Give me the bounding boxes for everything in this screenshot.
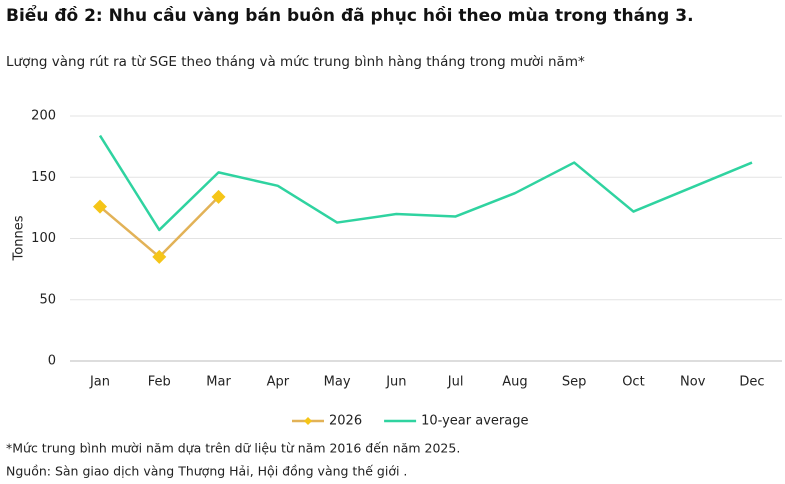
series-line — [98, 134, 753, 232]
legend-marker — [304, 417, 312, 425]
y-tick-label: 100 — [31, 231, 56, 246]
point-marker — [152, 249, 167, 264]
x-tick-label: Dec — [739, 375, 764, 390]
point-marker — [93, 199, 107, 214]
x-tick-label: Jan — [89, 375, 110, 390]
x-tick-label: Oct — [622, 375, 644, 390]
source: Nguồn: Sàn giao dịch vàng Thượng Hải, Hộ… — [6, 464, 407, 479]
x-tick-label: Apr — [267, 375, 290, 390]
footnote: *Mức trung bình mười năm dựa trên dữ liệ… — [6, 441, 460, 456]
y-tick-label: 150 — [31, 170, 56, 185]
x-tick-label: May — [324, 375, 351, 390]
chart-subtitle: Lượng vàng rút ra từ SGE theo tháng và m… — [6, 54, 585, 70]
y-tick-label: 50 — [39, 292, 56, 307]
y-tick-label: 200 — [31, 109, 56, 124]
y-tick-label: 0 — [48, 354, 56, 369]
x-tick-label: Mar — [206, 375, 231, 390]
x-tick-label: Jul — [447, 375, 464, 390]
legend-label: 2026 — [329, 414, 362, 429]
point-marker — [211, 189, 226, 204]
y-axis-label: Tonnes — [12, 215, 27, 261]
legend-label: 10-year average — [421, 414, 528, 429]
x-tick-label: Aug — [502, 375, 527, 390]
x-tick-label: Sep — [562, 375, 587, 390]
chart-title: Biểu đồ 2: Nhu cầu vàng bán buôn đã phục… — [6, 4, 694, 26]
x-tick-label: Feb — [148, 375, 171, 390]
series-line — [99, 195, 220, 259]
x-tick-label: Nov — [680, 375, 706, 390]
x-tick-label: Jun — [385, 375, 406, 390]
